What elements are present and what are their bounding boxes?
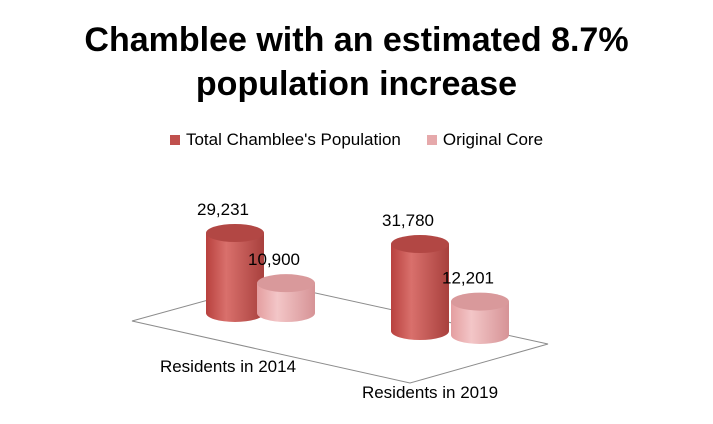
legend-item-total: Total Chamblee's Population	[169, 130, 401, 150]
chart-title-line-2: population increase	[195, 65, 518, 103]
legend-item-core: Original Core	[426, 130, 544, 150]
bar-total-1	[391, 235, 449, 340]
legend-swatch-core	[426, 135, 437, 145]
chart-legend: Total Chamblee's Population Original Cor…	[0, 130, 713, 150]
bar-core-0	[257, 274, 315, 322]
category-label-0: Residents in 2014	[160, 357, 296, 376]
category-label-1: Residents in 2019	[362, 383, 498, 402]
chart-title-line-1: Chamblee with an estimated 8.7%	[84, 21, 629, 59]
data-label-core-0: 10,900	[248, 250, 300, 269]
data-label-total-0: 29,231	[197, 200, 249, 219]
bar-total-0	[206, 224, 264, 322]
chart-title: Chamblee with an estimated 8.7% populati…	[0, 18, 713, 106]
legend-swatch-total	[169, 135, 180, 145]
data-label-core-1: 12,201	[442, 269, 494, 288]
legend-label-core: Original Core	[442, 130, 544, 149]
data-label-total-1: 31,780	[382, 211, 434, 230]
legend-label-total: Total Chamblee's Population	[185, 130, 401, 149]
bar-core-1	[451, 292, 509, 344]
